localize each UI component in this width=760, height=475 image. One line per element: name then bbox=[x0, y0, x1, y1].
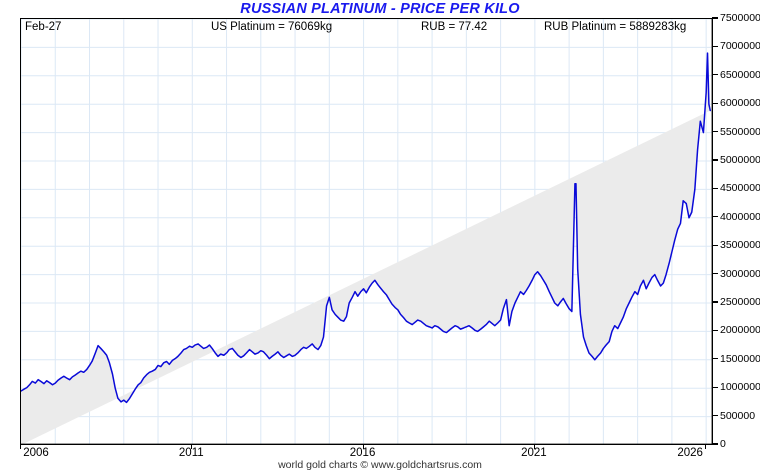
price-area-chart bbox=[21, 19, 713, 445]
y-axis-tick bbox=[712, 74, 718, 76]
y-axis-tick bbox=[712, 187, 718, 189]
plot-area bbox=[20, 18, 713, 445]
y-axis-tick bbox=[712, 301, 718, 303]
y-axis-tick bbox=[712, 273, 718, 275]
y-axis-label: 2500000 bbox=[720, 296, 760, 308]
x-axis-label: 2021 bbox=[521, 447, 547, 459]
footer-credit: world gold charts © www.goldchartsrus.co… bbox=[278, 459, 482, 471]
x-axis-label: 2006 bbox=[23, 447, 49, 459]
y-axis-tick bbox=[712, 358, 718, 360]
x-axis-label: 2026 bbox=[677, 447, 703, 459]
y-axis-tick bbox=[712, 443, 718, 445]
y-axis-label: 5000000 bbox=[720, 154, 760, 166]
x-axis-tick bbox=[705, 444, 707, 449]
y-axis-tick bbox=[712, 386, 718, 388]
y-axis-label: 2000000 bbox=[720, 324, 760, 337]
x-axis-tick bbox=[533, 444, 536, 449]
y-axis-label: 3000000 bbox=[720, 267, 760, 280]
y-axis-label: 7500000 bbox=[720, 12, 760, 24]
x-axis-tick bbox=[362, 444, 364, 449]
y-axis-label: 4000000 bbox=[720, 210, 760, 223]
y-axis-tick bbox=[712, 17, 718, 19]
y-axis-tick bbox=[712, 102, 718, 104]
y-axis-label: 0 bbox=[720, 438, 726, 450]
y-axis: 0 500000 1000000 1500000 2000000 2500000 30000… bbox=[712, 0, 760, 475]
y-axis-tick bbox=[712, 216, 718, 218]
chart-title: RUSSIAN PLATINUM - PRICE PER KILO bbox=[240, 1, 520, 17]
y-axis-tick bbox=[712, 415, 718, 417]
y-axis-label: 1000000 bbox=[720, 381, 760, 394]
y-axis-label: 4500000 bbox=[720, 182, 760, 195]
y-axis-label: 5500000 bbox=[720, 125, 760, 138]
y-axis-label: 3500000 bbox=[720, 239, 760, 252]
x-axis-label: 2011 bbox=[178, 447, 204, 459]
y-axis-tick bbox=[712, 329, 718, 331]
x-axis-tick bbox=[191, 444, 193, 449]
y-axis-tick bbox=[712, 244, 718, 246]
y-axis-label: 7000000 bbox=[720, 40, 760, 53]
x-axis-tick bbox=[20, 444, 22, 449]
y-axis-tick bbox=[712, 159, 718, 161]
y-axis-label: 500000 bbox=[720, 409, 756, 422]
y-axis-tick bbox=[712, 45, 718, 47]
y-axis-label: 6500000 bbox=[720, 68, 760, 81]
y-axis-label: 1500000 bbox=[720, 352, 760, 365]
y-axis-tick bbox=[712, 131, 718, 133]
y-axis-label: 6000000 bbox=[720, 97, 760, 110]
x-axis-label: 2016 bbox=[349, 447, 376, 459]
